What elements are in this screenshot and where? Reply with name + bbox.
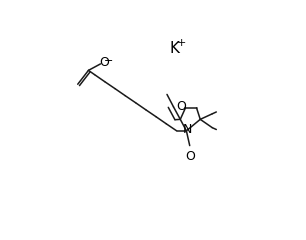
Text: O: O	[99, 56, 110, 70]
Text: N: N	[182, 123, 192, 136]
Text: −: −	[103, 56, 113, 66]
Text: +: +	[177, 38, 186, 48]
Text: O: O	[177, 100, 186, 113]
Text: O: O	[185, 150, 195, 163]
Text: K: K	[170, 41, 179, 56]
